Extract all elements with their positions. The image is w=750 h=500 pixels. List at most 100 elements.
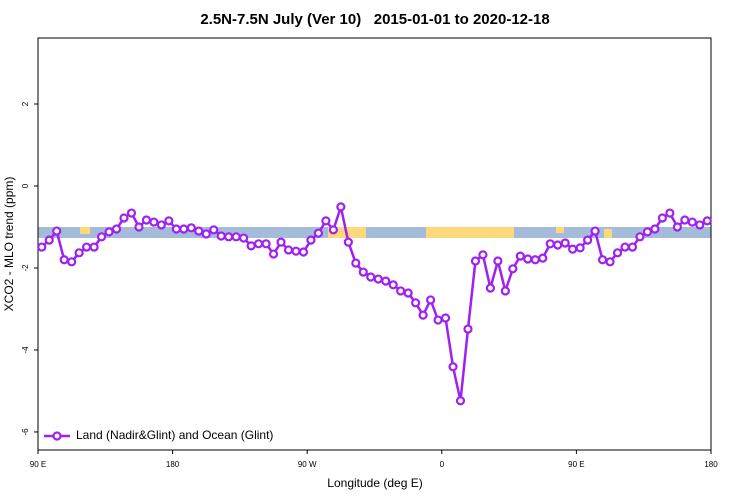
data-point (590, 226, 600, 236)
data-point (239, 233, 249, 243)
data-point (530, 255, 540, 265)
data-point (224, 232, 234, 242)
data-point (44, 235, 54, 245)
data-point (463, 324, 473, 334)
legend-label: Land (Nadir&Glint) and Ocean (Glint) (76, 428, 273, 442)
data-point (253, 239, 264, 249)
data-point (164, 216, 174, 226)
land-patch (426, 227, 514, 238)
data-point (538, 253, 548, 263)
data-point (403, 288, 413, 298)
legend (40, 424, 280, 446)
data-point (373, 274, 383, 284)
x-tick-label: 90 W (298, 460, 317, 469)
data-point (560, 238, 570, 248)
data-point (523, 254, 533, 264)
data-point (478, 250, 488, 260)
y-tick-label: 2 (21, 101, 30, 106)
x-tick-label: 180 (166, 460, 180, 469)
y-tick-label: -4 (21, 346, 30, 354)
data-point (388, 280, 398, 290)
data-point (657, 213, 667, 223)
data-point (104, 227, 114, 237)
data-point (635, 232, 645, 242)
data-point (493, 256, 503, 266)
data-point (642, 227, 653, 237)
data-point (672, 222, 682, 232)
data-point (126, 208, 137, 218)
data-point (313, 228, 324, 238)
data-point (111, 224, 122, 234)
data-point (553, 240, 563, 250)
data-point (141, 215, 152, 225)
data-point (52, 226, 62, 236)
x-tick-label: 90 E (30, 460, 46, 469)
data-point (216, 231, 226, 241)
data-point (67, 257, 77, 267)
data-point (418, 310, 428, 320)
data-point (575, 243, 585, 253)
data-point (201, 229, 211, 239)
land-patch (604, 229, 612, 238)
data-point (179, 224, 189, 234)
data-point (321, 216, 331, 226)
data-point (597, 255, 608, 265)
data-point (209, 225, 219, 235)
data-point (246, 241, 256, 251)
data-point (82, 242, 92, 252)
x-tick-label: 90 E (568, 460, 584, 469)
data-point (194, 226, 204, 236)
y-tick-label: -6 (21, 428, 30, 436)
data-point (231, 232, 241, 242)
data-point (283, 245, 294, 255)
data-point (605, 257, 615, 267)
data-point (612, 248, 623, 258)
data-point (134, 222, 144, 232)
data-point (433, 315, 443, 325)
data-point (500, 286, 510, 296)
data-point (351, 258, 361, 268)
data-point (568, 244, 578, 254)
data-point (59, 255, 69, 265)
plot-frame (37, 37, 712, 451)
data-point (328, 225, 338, 235)
data-point (455, 396, 466, 406)
data-point (583, 235, 593, 245)
data-point (171, 224, 181, 234)
data-point (149, 217, 159, 227)
land-patch (556, 227, 564, 233)
data-point (665, 208, 675, 218)
data-point (186, 223, 196, 233)
data-point (396, 286, 406, 296)
data-point (680, 215, 690, 225)
data-point (425, 295, 436, 305)
data-point (508, 264, 518, 274)
data-point (627, 242, 638, 252)
data-point (156, 220, 166, 230)
data-point (119, 213, 129, 223)
data-point (298, 247, 309, 257)
x-tick-label: 180 (704, 460, 718, 469)
data-point (306, 235, 316, 245)
x-tick-label: 0 (440, 460, 445, 469)
x-axis-label: Longitude (deg E) (327, 476, 422, 490)
data-point (448, 362, 458, 372)
data-point (74, 248, 84, 258)
data-point (37, 242, 47, 252)
data-point (276, 237, 286, 247)
data-point (366, 272, 376, 282)
data-point (650, 224, 660, 234)
data-point (358, 267, 368, 277)
data-point (336, 202, 346, 212)
data-point (411, 298, 421, 308)
ocean-band (38, 227, 711, 238)
data-point (485, 283, 496, 293)
y-axis-label: XCO2 - MLO trend (ppm) (2, 177, 16, 312)
land-patch (80, 227, 90, 234)
chart-title: 2.5N-7.5N July (Ver 10) 2015-01-01 to 20… (200, 11, 549, 28)
y-tick-label: -2 (21, 264, 30, 272)
data-point (89, 242, 99, 252)
data-point (470, 256, 481, 266)
data-point (702, 216, 712, 226)
data-point (695, 220, 705, 230)
